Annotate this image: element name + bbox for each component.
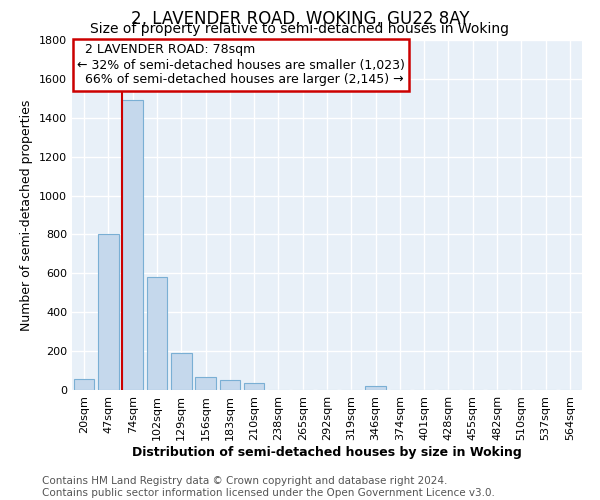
Bar — [244, 383, 265, 390]
Text: Contains HM Land Registry data © Crown copyright and database right 2024.
Contai: Contains HM Land Registry data © Crown c… — [42, 476, 495, 498]
Y-axis label: Number of semi-detached properties: Number of semi-detached properties — [20, 100, 34, 330]
X-axis label: Distribution of semi-detached houses by size in Woking: Distribution of semi-detached houses by … — [132, 446, 522, 458]
Text: Size of property relative to semi-detached houses in Woking: Size of property relative to semi-detach… — [91, 22, 509, 36]
Bar — [146, 277, 167, 390]
Bar — [365, 386, 386, 390]
Bar — [74, 380, 94, 390]
Bar — [220, 380, 240, 390]
Bar — [98, 234, 119, 390]
Bar — [195, 378, 216, 390]
Text: 2 LAVENDER ROAD: 78sqm
← 32% of semi-detached houses are smaller (1,023)
  66% o: 2 LAVENDER ROAD: 78sqm ← 32% of semi-det… — [77, 44, 405, 86]
Bar — [171, 353, 191, 390]
Bar — [122, 100, 143, 390]
Text: 2, LAVENDER ROAD, WOKING, GU22 8AY: 2, LAVENDER ROAD, WOKING, GU22 8AY — [131, 10, 469, 28]
